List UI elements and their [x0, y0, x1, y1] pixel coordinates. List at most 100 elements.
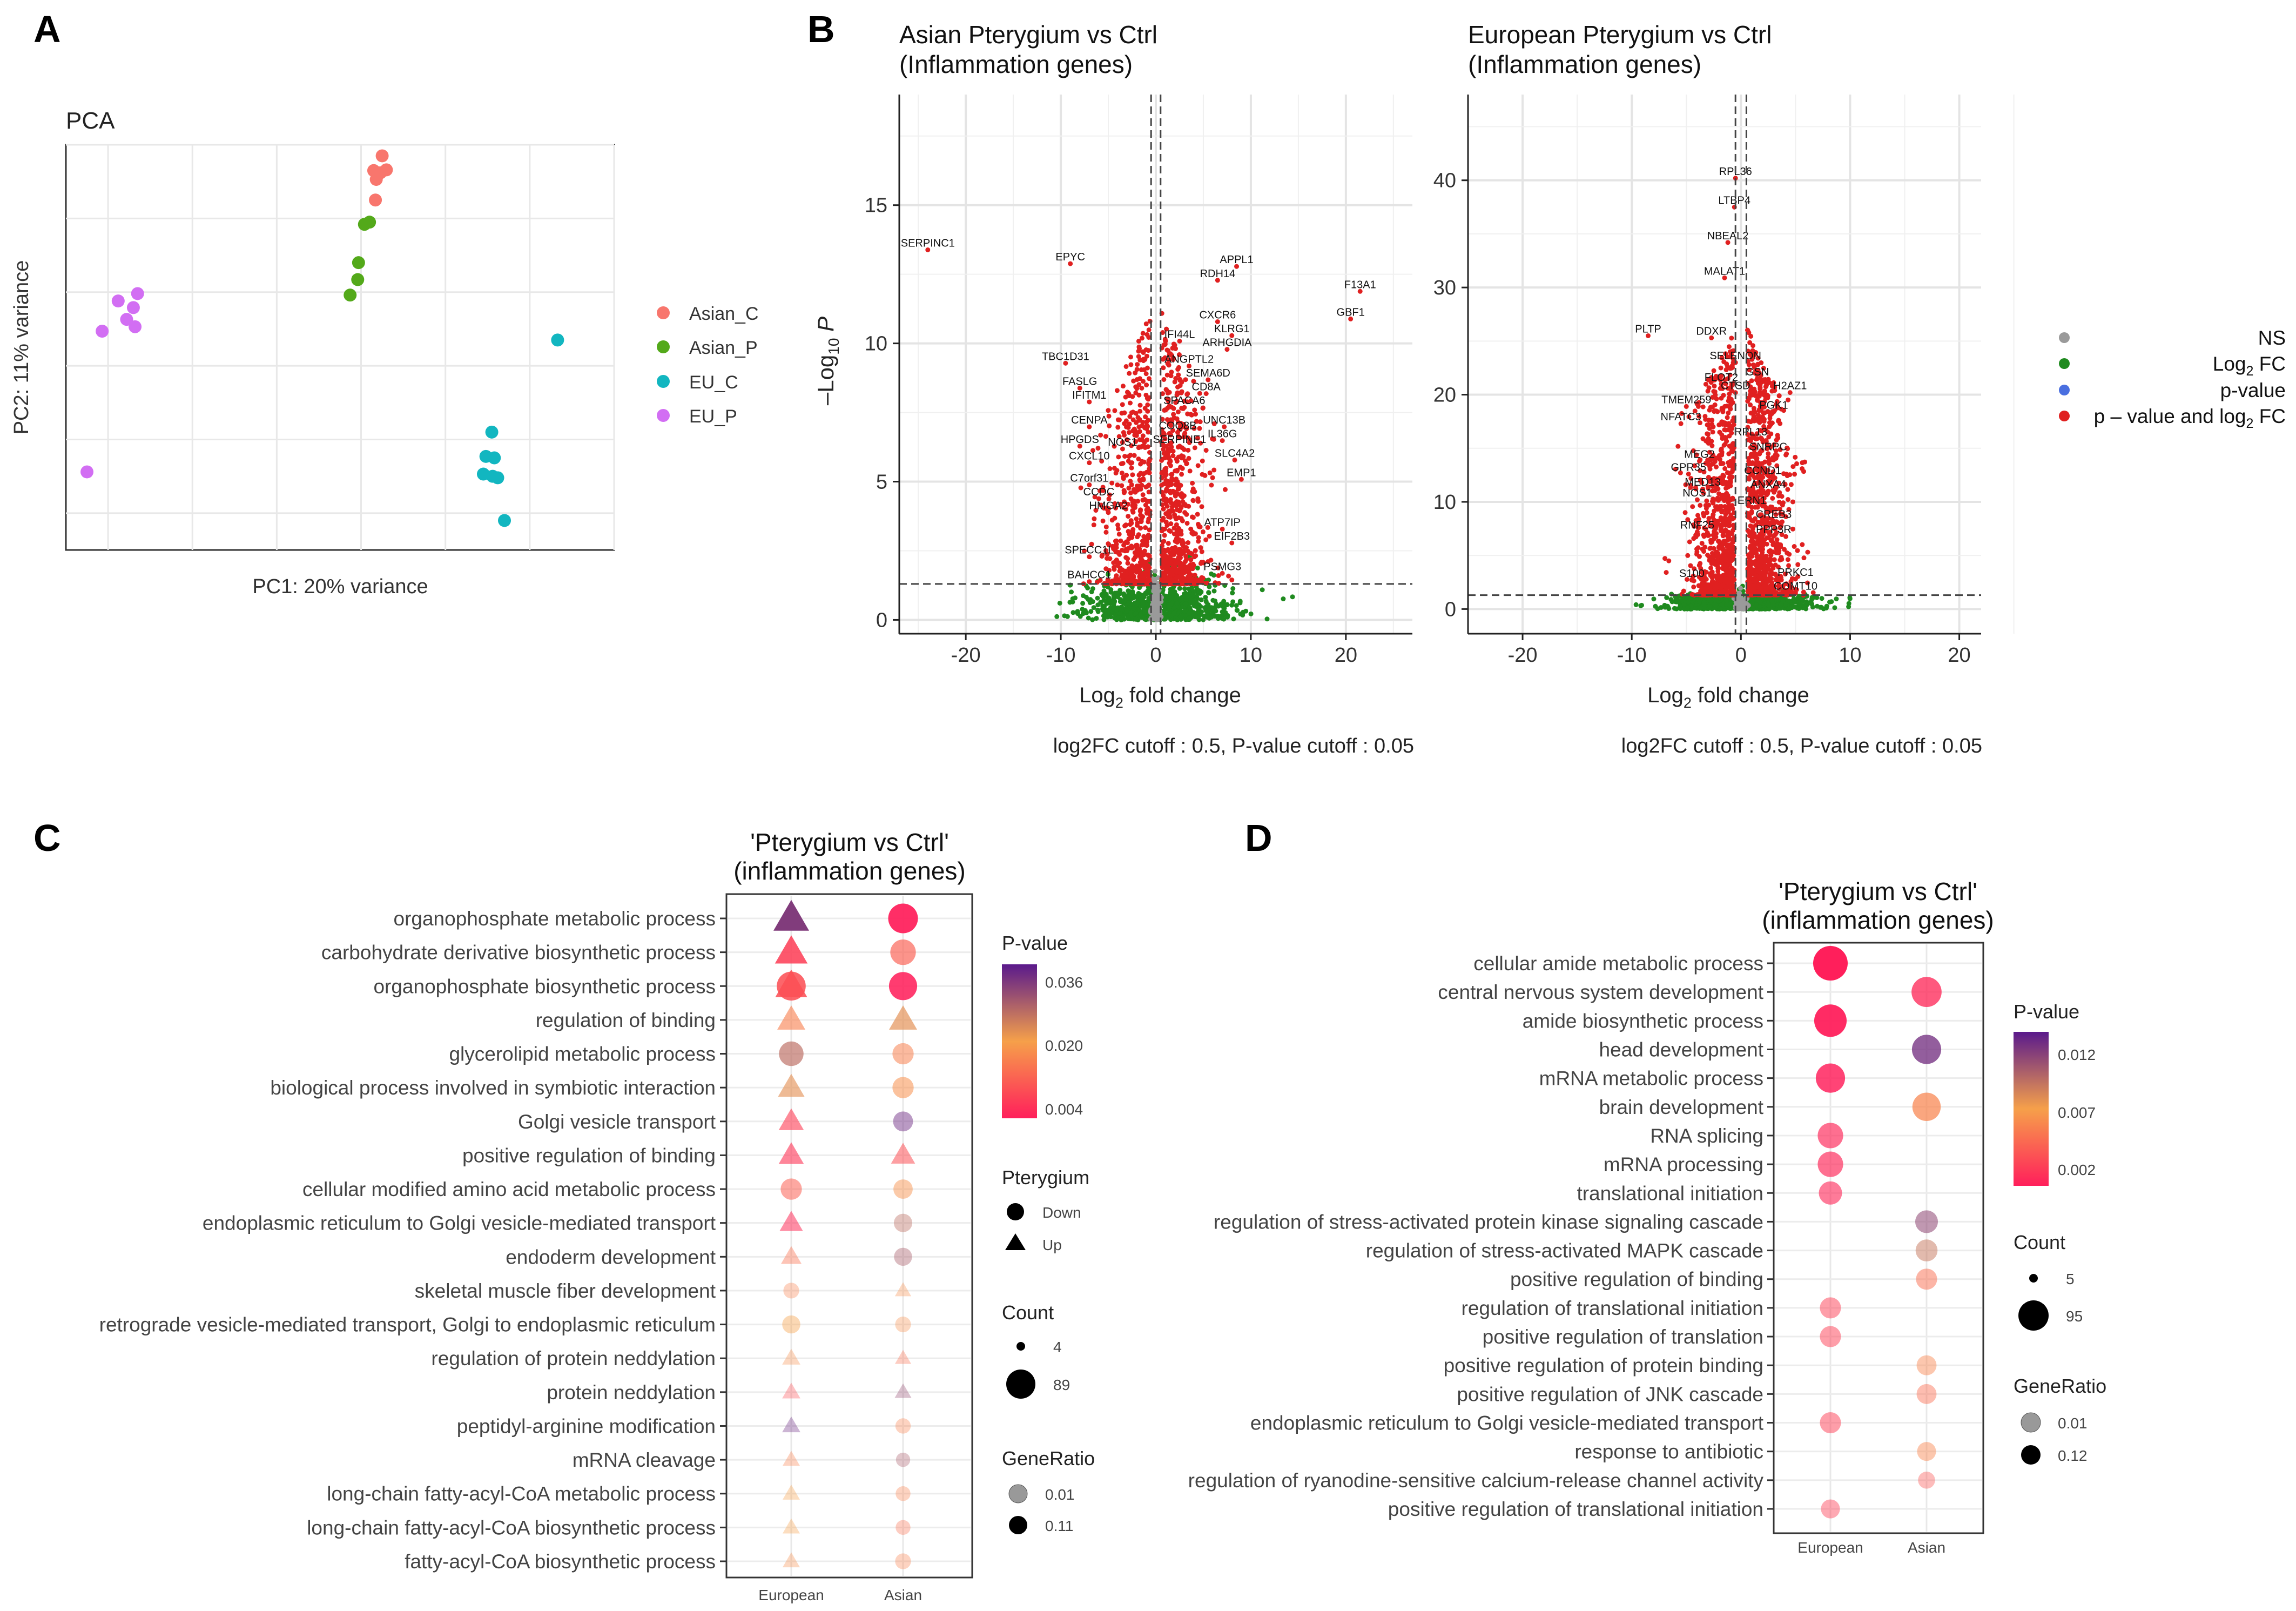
volcano-point-fc: [1111, 606, 1116, 612]
volcano-point-sig: [1137, 376, 1142, 381]
volcano-point-fc: [1195, 596, 1200, 601]
volcano-point-ns: [1155, 575, 1161, 580]
volcano-gene-label: RDH14: [1200, 268, 1236, 280]
volcano-point-fc: [1633, 602, 1639, 607]
volcano-point-fc: [1083, 595, 1089, 600]
volcano-point-sig: [1109, 518, 1115, 523]
volcano-point-sig: [1128, 479, 1133, 484]
volcano-point-fc: [1199, 597, 1204, 602]
volcano-point-sig: [1179, 455, 1184, 461]
volcano-point-fc: [1082, 608, 1088, 613]
volcano-point-sig: [1144, 539, 1150, 545]
pca-point-eu-p: [126, 301, 140, 314]
volcano-point-sig: [1722, 427, 1727, 433]
volcano-point-sig: [1164, 372, 1170, 378]
volcano-point-sig: [1800, 542, 1805, 547]
volcano-point-fc: [1094, 616, 1099, 621]
panel-letter-d: D: [1245, 817, 1272, 859]
volcano-point-sig: [1180, 499, 1186, 505]
volcano-point-sig: [1177, 383, 1183, 388]
volcano-point-fc: [1105, 601, 1110, 606]
volcano-point-sig: [1164, 387, 1169, 393]
volcano-point-sig: [1132, 426, 1137, 432]
volcano-point-sig: [1129, 465, 1134, 471]
volcano-point-sig: [1171, 412, 1176, 417]
volcano-point-sig: [1776, 393, 1782, 399]
volcano-point-sig: [1131, 502, 1136, 507]
volcano-point-fc: [1119, 607, 1124, 612]
volcano-european-title-line2: (Inflammation genes): [1468, 50, 1701, 78]
volcano-point-fc: [1195, 609, 1201, 614]
volcano-point-sig: [1196, 578, 1201, 583]
volcano-point-fc: [1231, 616, 1236, 622]
volcano-point-fc: [1210, 598, 1216, 603]
volcano-point-sig: [1131, 378, 1136, 384]
volcano-point-sig: [1139, 459, 1144, 464]
volcano-point-sig: [1130, 394, 1135, 399]
volcano-point-sig: [1777, 558, 1783, 563]
volcano-point-fc: [1260, 587, 1265, 593]
volcano-point-sig: [1197, 426, 1202, 431]
volcano-point-fc: [1129, 593, 1134, 598]
pca-point-asian-c: [375, 149, 389, 163]
volcano-point-sig: [1107, 466, 1113, 472]
volcano-point-sig: [1184, 545, 1189, 551]
volcano-gene-label: CENPA: [1071, 414, 1108, 426]
volcano-point-sig: [1137, 551, 1142, 556]
volcano-point-sig: [1722, 504, 1728, 509]
volcano-point-sig: [1123, 364, 1129, 369]
volcano-point-sig: [1129, 545, 1135, 551]
volcano-point-sig: [1693, 534, 1699, 540]
volcano-point-sig: [1170, 508, 1176, 514]
volcano-point-fc: [1220, 609, 1225, 615]
volcano-point-fc: [1210, 605, 1216, 610]
volcano-point-fc: [1832, 605, 1837, 610]
volcano-point-fc: [1809, 596, 1815, 602]
volcano-point-sig: [1112, 565, 1117, 570]
volcano-gene-label: EPYC: [1055, 251, 1085, 263]
volcano-point-sig: [1144, 382, 1149, 388]
volcano-point-fc: [1070, 599, 1075, 605]
volcano-point-sig: [1177, 555, 1183, 560]
volcano-point-fc: [1235, 608, 1240, 613]
volcano-point-fc: [1168, 590, 1173, 595]
volcano-point-sig: [1112, 408, 1117, 413]
volcano-point-fc: [1126, 588, 1132, 594]
volcano-gene-label: TBC1D31: [1042, 351, 1089, 363]
volcano-point-sig: [1758, 381, 1763, 387]
volcano-point-sig: [1128, 362, 1134, 367]
volcano-point-fc: [1095, 609, 1101, 614]
volcano-gene-label: HMGA2: [1089, 500, 1127, 512]
volcano-point-fc: [1163, 594, 1169, 599]
volcano-point-sig: [1162, 407, 1168, 413]
volcano-point-sig: [1726, 344, 1732, 350]
volcano-point-fc: [1230, 586, 1236, 591]
volcano-point-sig: [1078, 485, 1083, 491]
volcano-point-fc: [1230, 590, 1235, 596]
volcano-point-sig: [1125, 578, 1130, 583]
volcano-point-sig: [1139, 367, 1144, 372]
volcano-point-fc: [1142, 609, 1148, 615]
volcano-point-sig: [1144, 419, 1149, 425]
volcano-point-sig: [1711, 389, 1716, 394]
volcano-point-sig: [1664, 570, 1669, 575]
volcano-point-sig: [1170, 569, 1175, 574]
volcano-point-sig: [1200, 529, 1206, 534]
pca-point-eu-p: [131, 287, 144, 300]
volcano-point-fc: [1124, 608, 1129, 614]
volcano-point-sig: [1707, 464, 1712, 469]
volcano-point-fc: [1201, 617, 1206, 622]
volcano-gene-label: ARHGDIA: [1202, 337, 1252, 349]
volcano-point-sig: [1175, 479, 1180, 484]
volcano-point-sig: [1145, 402, 1150, 407]
volcano-point-sig: [1163, 478, 1169, 483]
volcano-point-sig: [1708, 538, 1713, 543]
volcano-point-sig: [1179, 505, 1184, 510]
pca-legend: Asian_C Asian_P EU_C EU_P: [657, 304, 759, 427]
volcano-point-fc: [1651, 596, 1657, 602]
volcano-point-sig: [1792, 472, 1797, 477]
volcano-point-sig: [1716, 422, 1722, 427]
volcano-point-sig: [1129, 410, 1134, 415]
volcano-point-sig: [1180, 495, 1185, 500]
